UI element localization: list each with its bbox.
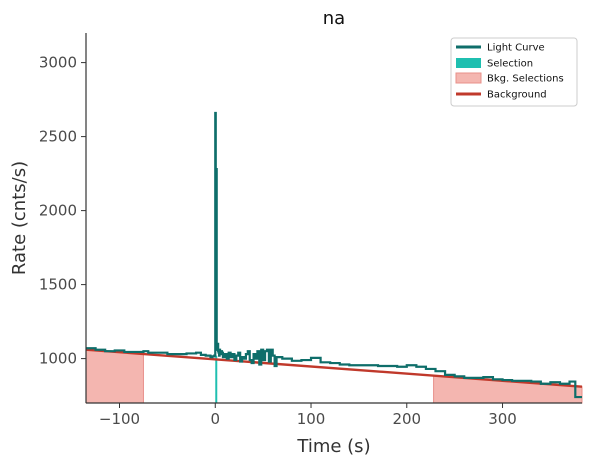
- legend-label-selection: Selection: [487, 59, 533, 70]
- y-tick-label: 1500: [39, 276, 77, 294]
- bkg-selection-region: [85, 349, 144, 404]
- legend-label-bkg-selections: Bkg. Selections: [487, 74, 564, 85]
- legend-label-background: Background: [487, 90, 547, 101]
- x-axis-label: Time (s): [296, 436, 370, 457]
- light-curve-line: [86, 111, 582, 399]
- x-tick-label: −100: [99, 410, 140, 428]
- selection-layer: [215, 355, 218, 403]
- legend-swatch-bkg-selections: [455, 72, 482, 84]
- x-axis-ticks: −100 0 100 200 300: [99, 403, 517, 428]
- legend-label-light-curve: Light Curve: [487, 43, 545, 54]
- background-layer: [85, 348, 583, 388]
- bkg-selection-layer: [85, 349, 583, 404]
- y-axis-ticks: 1000 1500 2000 2500 3000: [39, 54, 86, 368]
- x-tick-label: 0: [210, 410, 220, 428]
- x-tick-label: 200: [392, 410, 421, 428]
- x-tick-label: 300: [488, 410, 517, 428]
- selection-region: [215, 355, 218, 403]
- legend: Light Curve Selection Bkg. Selections Ba…: [450, 37, 578, 107]
- y-tick-label: 2000: [39, 202, 77, 220]
- y-axis-label: Rate (cnts/s): [9, 161, 30, 275]
- chart-title: na: [323, 8, 345, 29]
- y-tick-label: 1000: [39, 350, 77, 368]
- legend-swatch-selection: [456, 58, 481, 68]
- y-tick-label: 3000: [39, 54, 77, 72]
- legend-box: [450, 37, 578, 107]
- y-tick-label: 2500: [39, 128, 77, 146]
- x-tick-label: 100: [297, 410, 326, 428]
- light-curve-layer: [86, 111, 582, 399]
- background-line: [85, 348, 583, 388]
